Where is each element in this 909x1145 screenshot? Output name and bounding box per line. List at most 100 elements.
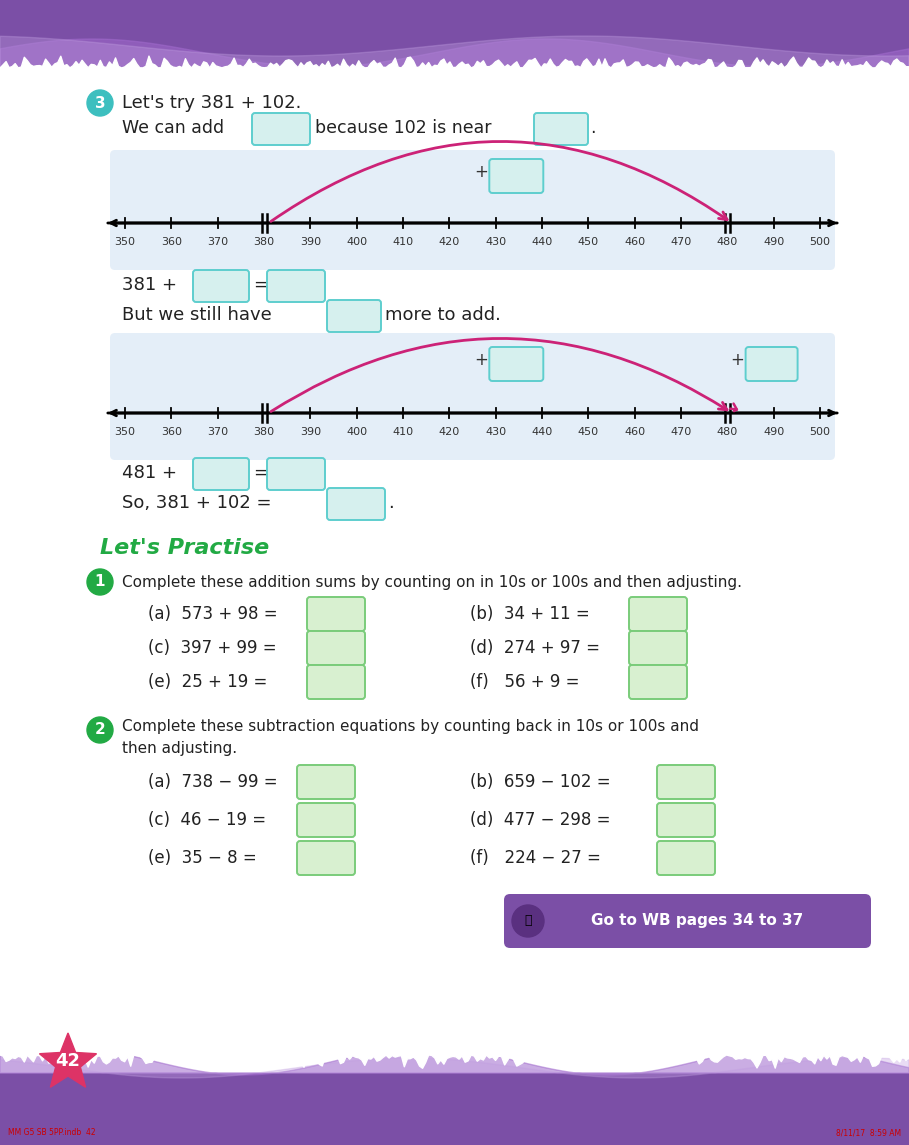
Text: 500: 500 — [810, 427, 831, 437]
FancyBboxPatch shape — [657, 803, 715, 837]
FancyBboxPatch shape — [297, 765, 355, 799]
FancyBboxPatch shape — [657, 840, 715, 875]
Text: 430: 430 — [485, 427, 506, 437]
Text: then adjusting.: then adjusting. — [122, 741, 237, 756]
Text: 490: 490 — [763, 427, 784, 437]
Text: So, 381 + 102 =: So, 381 + 102 = — [122, 493, 272, 512]
Text: 350: 350 — [115, 427, 135, 437]
Text: 500: 500 — [810, 237, 831, 247]
Text: (a)  573 + 98 =: (a) 573 + 98 = — [148, 605, 277, 623]
FancyBboxPatch shape — [252, 113, 310, 145]
FancyArrowPatch shape — [271, 339, 727, 411]
Text: 450: 450 — [578, 237, 599, 247]
FancyBboxPatch shape — [489, 347, 544, 381]
Text: 490: 490 — [763, 237, 784, 247]
Bar — [0, 1073, 909, 1145]
FancyBboxPatch shape — [110, 333, 835, 460]
FancyBboxPatch shape — [327, 488, 385, 520]
Text: We can add: We can add — [122, 119, 225, 137]
FancyBboxPatch shape — [193, 458, 249, 490]
Text: 42: 42 — [55, 1052, 81, 1069]
FancyBboxPatch shape — [297, 803, 355, 837]
Text: 440: 440 — [532, 427, 553, 437]
Text: 430: 430 — [485, 237, 506, 247]
Text: Let's Practise: Let's Practise — [100, 538, 269, 558]
Text: Let's try 381 + 102.: Let's try 381 + 102. — [122, 94, 302, 112]
Text: 481 +: 481 + — [122, 464, 177, 482]
Text: 420: 420 — [439, 427, 460, 437]
FancyBboxPatch shape — [489, 159, 544, 194]
Text: 8/11/17  8:59 AM: 8/11/17 8:59 AM — [836, 1128, 901, 1137]
Text: 400: 400 — [346, 427, 367, 437]
Text: 381 +: 381 + — [122, 276, 177, 294]
Text: 370: 370 — [207, 427, 228, 437]
FancyBboxPatch shape — [267, 458, 325, 490]
Text: +: + — [731, 352, 744, 369]
Text: 420: 420 — [439, 237, 460, 247]
FancyBboxPatch shape — [307, 597, 365, 631]
Text: (b)  659 − 102 =: (b) 659 − 102 = — [470, 773, 611, 791]
Text: 380: 380 — [254, 237, 275, 247]
Circle shape — [87, 90, 113, 116]
Circle shape — [512, 905, 544, 937]
Text: 390: 390 — [300, 237, 321, 247]
Text: (a)  738 − 99 =: (a) 738 − 99 = — [148, 773, 277, 791]
Text: =: = — [253, 276, 268, 294]
FancyBboxPatch shape — [504, 894, 871, 948]
FancyBboxPatch shape — [307, 631, 365, 665]
Text: 480: 480 — [716, 427, 738, 437]
Text: 410: 410 — [393, 237, 414, 247]
Text: MM G5 SB 5PP.indb  42: MM G5 SB 5PP.indb 42 — [8, 1128, 95, 1137]
Text: +: + — [474, 352, 488, 369]
Text: Complete these subtraction equations by counting back in 10s or 100s and: Complete these subtraction equations by … — [122, 719, 699, 734]
Text: 2: 2 — [95, 722, 105, 737]
Text: 470: 470 — [670, 427, 692, 437]
Text: (c)  397 + 99 =: (c) 397 + 99 = — [148, 639, 276, 657]
Text: 350: 350 — [115, 237, 135, 247]
Text: 360: 360 — [161, 427, 182, 437]
Text: .: . — [388, 493, 394, 512]
Text: +: + — [474, 163, 488, 181]
Text: But we still have: But we still have — [122, 306, 272, 324]
Text: Complete these addition sums by counting on in 10s or 100s and then adjusting.: Complete these addition sums by counting… — [122, 575, 742, 590]
Text: 3: 3 — [95, 95, 105, 111]
Text: (c)  46 − 19 =: (c) 46 − 19 = — [148, 811, 266, 829]
FancyBboxPatch shape — [534, 113, 588, 145]
Text: 380: 380 — [254, 427, 275, 437]
Circle shape — [87, 717, 113, 743]
Text: (f)   224 − 27 =: (f) 224 − 27 = — [470, 848, 601, 867]
Text: 390: 390 — [300, 427, 321, 437]
Text: .: . — [590, 119, 595, 137]
FancyBboxPatch shape — [110, 150, 835, 270]
Text: more to add.: more to add. — [385, 306, 501, 324]
FancyBboxPatch shape — [629, 665, 687, 698]
Text: 450: 450 — [578, 427, 599, 437]
Text: (b)  34 + 11 =: (b) 34 + 11 = — [470, 605, 590, 623]
Text: 440: 440 — [532, 237, 553, 247]
Bar — [0, 0, 909, 68]
Text: 🖊: 🖊 — [524, 915, 532, 927]
Text: 410: 410 — [393, 427, 414, 437]
FancyArrowPatch shape — [730, 403, 737, 411]
FancyBboxPatch shape — [327, 300, 381, 332]
Text: (e)  35 − 8 =: (e) 35 − 8 = — [148, 848, 256, 867]
FancyBboxPatch shape — [267, 270, 325, 302]
FancyArrowPatch shape — [271, 142, 727, 221]
Text: (d)  477 − 298 =: (d) 477 − 298 = — [470, 811, 611, 829]
Text: 1: 1 — [95, 575, 105, 590]
Text: 480: 480 — [716, 237, 738, 247]
FancyBboxPatch shape — [629, 631, 687, 665]
Text: (f)   56 + 9 =: (f) 56 + 9 = — [470, 673, 580, 690]
Text: (e)  25 + 19 =: (e) 25 + 19 = — [148, 673, 267, 690]
FancyBboxPatch shape — [629, 597, 687, 631]
FancyBboxPatch shape — [193, 270, 249, 302]
FancyBboxPatch shape — [307, 665, 365, 698]
Text: because 102 is near: because 102 is near — [315, 119, 492, 137]
Text: 460: 460 — [624, 427, 645, 437]
Text: 460: 460 — [624, 237, 645, 247]
FancyBboxPatch shape — [297, 840, 355, 875]
Text: (d)  274 + 97 =: (d) 274 + 97 = — [470, 639, 600, 657]
Text: Go to WB pages 34 to 37: Go to WB pages 34 to 37 — [592, 914, 804, 929]
Circle shape — [87, 569, 113, 595]
Text: 470: 470 — [670, 237, 692, 247]
